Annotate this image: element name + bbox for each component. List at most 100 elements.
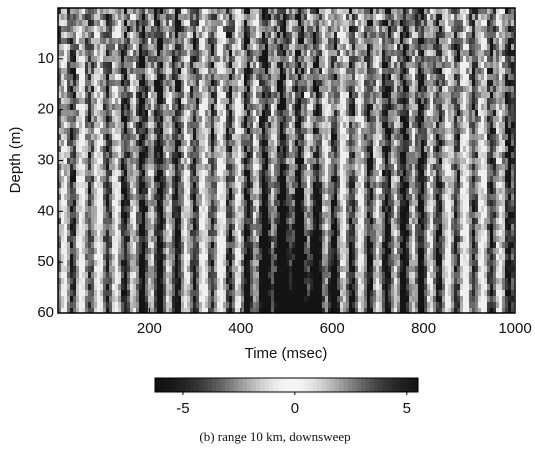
image-cell xyxy=(298,164,301,170)
image-cell xyxy=(226,98,229,104)
image-cell xyxy=(64,8,67,14)
image-cell xyxy=(265,50,268,56)
image-cell xyxy=(205,158,208,164)
image-cell xyxy=(256,158,259,164)
image-cell xyxy=(169,122,172,128)
image-cell xyxy=(259,80,262,86)
image-cell xyxy=(304,122,307,128)
image-cell xyxy=(148,212,151,218)
image-cell xyxy=(184,260,187,266)
image-cell xyxy=(331,146,334,152)
image-cell xyxy=(169,278,172,284)
image-cell xyxy=(166,74,169,80)
image-cell xyxy=(127,242,130,248)
image-cell xyxy=(160,284,163,290)
image-cell xyxy=(271,200,274,206)
image-cell xyxy=(118,92,121,98)
image-cell xyxy=(82,242,85,248)
image-cell xyxy=(313,272,316,278)
image-cell xyxy=(175,242,178,248)
image-cell xyxy=(346,152,349,158)
image-cell xyxy=(211,14,214,20)
image-cell xyxy=(193,62,196,68)
image-cell xyxy=(229,80,232,86)
image-cell xyxy=(181,158,184,164)
image-cell xyxy=(289,20,292,26)
image-cell xyxy=(178,116,181,122)
image-cell xyxy=(253,14,256,20)
image-cell xyxy=(148,158,151,164)
image-cell xyxy=(256,170,259,176)
image-cell xyxy=(100,8,103,14)
image-cell xyxy=(220,182,223,188)
image-cell xyxy=(106,242,109,248)
image-cell xyxy=(106,170,109,176)
image-cell xyxy=(325,290,328,296)
image-cell xyxy=(337,260,340,266)
image-cell xyxy=(190,296,193,302)
image-cell xyxy=(166,140,169,146)
image-cell xyxy=(154,98,157,104)
image-cell xyxy=(286,128,289,134)
image-cell xyxy=(184,62,187,68)
image-cell xyxy=(223,110,226,116)
image-cell xyxy=(298,170,301,176)
image-cell xyxy=(82,278,85,284)
image-cell xyxy=(298,230,301,236)
image-cell xyxy=(343,242,346,248)
image-cell xyxy=(343,182,346,188)
image-cell xyxy=(325,206,328,212)
image-cell xyxy=(214,176,217,182)
image-cell xyxy=(196,302,199,308)
image-cell xyxy=(64,86,67,92)
image-cell xyxy=(187,38,190,44)
image-cell xyxy=(226,212,229,218)
image-cell xyxy=(196,176,199,182)
image-cell xyxy=(244,44,247,50)
image-cell xyxy=(241,278,244,284)
image-cell xyxy=(136,26,139,32)
image-cell xyxy=(70,146,73,152)
image-cell xyxy=(265,248,268,254)
image-cell xyxy=(85,278,88,284)
image-cell xyxy=(163,218,166,224)
image-cell xyxy=(109,152,112,158)
image-cell xyxy=(160,92,163,98)
image-cell xyxy=(115,236,118,242)
image-cell xyxy=(97,134,100,140)
image-cell xyxy=(115,80,118,86)
image-cell xyxy=(334,200,337,206)
image-cell xyxy=(112,290,115,296)
image-cell xyxy=(193,302,196,308)
image-cell xyxy=(274,116,277,122)
image-cell xyxy=(193,152,196,158)
image-cell xyxy=(154,56,157,62)
image-cell xyxy=(148,176,151,182)
image-cell xyxy=(226,272,229,278)
image-cell xyxy=(199,290,202,296)
image-cell xyxy=(325,236,328,242)
image-cell xyxy=(127,80,130,86)
image-cell xyxy=(304,92,307,98)
image-cell xyxy=(97,50,100,56)
image-cell xyxy=(271,266,274,272)
image-cell xyxy=(280,290,283,296)
image-cell xyxy=(229,38,232,44)
image-cell xyxy=(76,38,79,44)
image-cell xyxy=(235,290,238,296)
image-cell xyxy=(73,242,76,248)
image-cell xyxy=(70,170,73,176)
image-cell xyxy=(250,74,253,80)
image-cell xyxy=(295,8,298,14)
image-cell xyxy=(172,80,175,86)
image-cell xyxy=(88,146,91,152)
image-cell xyxy=(64,134,67,140)
image-cell xyxy=(196,74,199,80)
image-cell xyxy=(271,272,274,278)
image-cell xyxy=(268,146,271,152)
image-cell xyxy=(73,170,76,176)
image-cell xyxy=(253,272,256,278)
image-cell xyxy=(277,284,280,290)
image-cell xyxy=(172,122,175,128)
image-cell xyxy=(298,182,301,188)
